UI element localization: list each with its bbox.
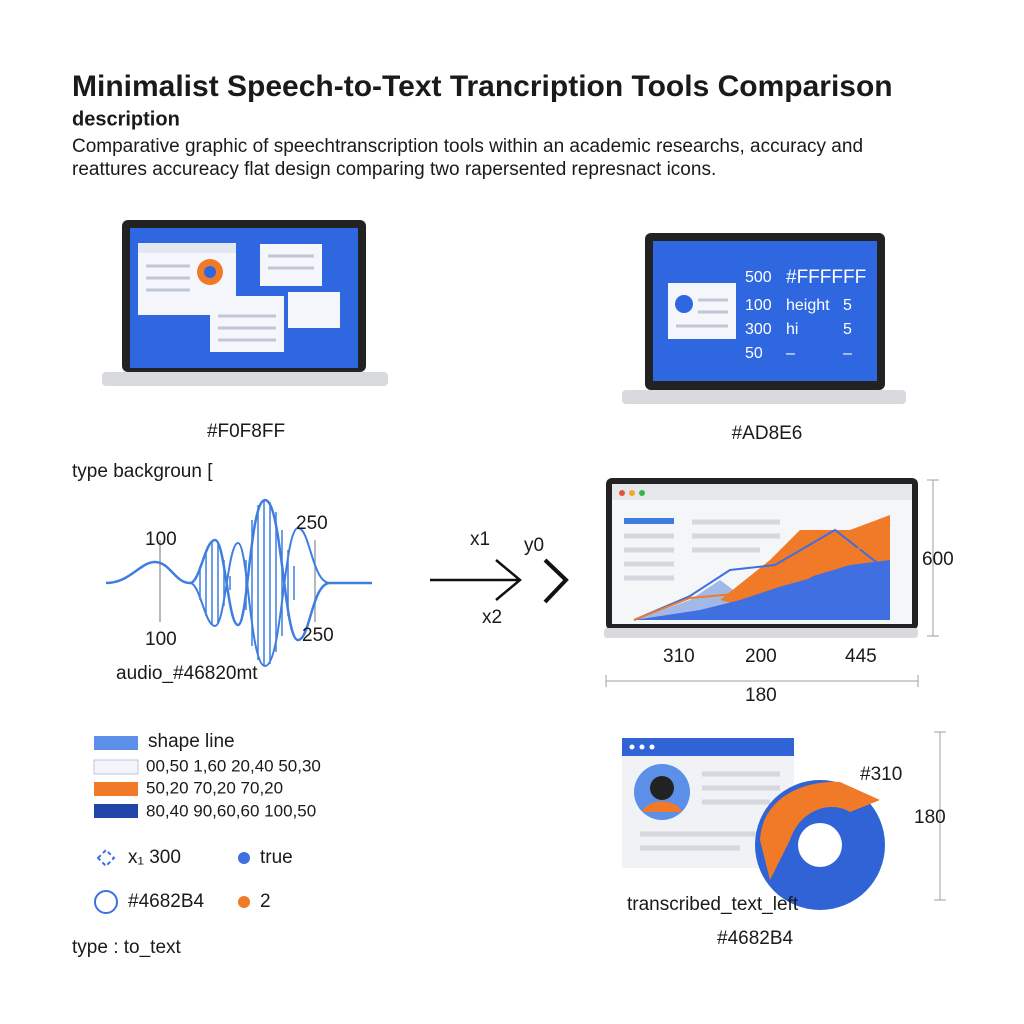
legend-swatches bbox=[93, 736, 139, 818]
laptop-caption: #F0F8FF bbox=[207, 421, 285, 442]
screen-text: 5 bbox=[843, 321, 852, 338]
laptop-caption: #AD8E6 bbox=[732, 423, 803, 444]
section-heading: type backgroun [ bbox=[72, 461, 213, 482]
output-color: #4682B4 bbox=[717, 928, 794, 949]
screen-text: #FFFFFF bbox=[786, 267, 866, 288]
output-caption: transcribed_text_left bbox=[627, 894, 799, 915]
option-label: 2 bbox=[260, 891, 271, 912]
description: reattures accureacy flat design comparin… bbox=[72, 159, 716, 180]
screen-text: – bbox=[843, 345, 852, 362]
option-label: #4682B4 bbox=[128, 891, 205, 912]
arrow-label: y0 bbox=[524, 535, 544, 556]
subtitle: description bbox=[72, 108, 180, 130]
option-label: x₁ 300 bbox=[128, 847, 181, 868]
legend-label: 50,20 70,20 70,20 bbox=[146, 778, 283, 797]
arrow-label: x1 bbox=[470, 529, 490, 550]
arrow-label: x2 bbox=[482, 607, 502, 628]
screen-text: 50 bbox=[745, 345, 763, 362]
dimension-label: 600 bbox=[922, 549, 954, 570]
footer-label: type : to_text bbox=[72, 937, 182, 958]
screen-text: 300 bbox=[745, 321, 772, 338]
legend-label: 00,50 1,60 20,40 50,30 bbox=[146, 756, 321, 775]
wave-label: 250 bbox=[302, 625, 334, 646]
laptop-right bbox=[622, 233, 906, 404]
description: Comparative graphic of speechtranscripti… bbox=[72, 136, 863, 157]
option-label: true bbox=[260, 847, 293, 868]
wave-label: 100 bbox=[145, 629, 177, 650]
arrow bbox=[430, 558, 569, 604]
screen-text: 500 bbox=[745, 269, 772, 286]
legend-label: 80,40 90,60,60 100,50 bbox=[146, 801, 316, 820]
wave-label: 250 bbox=[296, 513, 328, 534]
axis-label: 445 bbox=[845, 646, 877, 667]
screen-text: 100 bbox=[745, 297, 772, 314]
screen-text: height bbox=[786, 297, 830, 314]
laptop-right-table: 500 #FFFFFF 100 height 5 300 hi 5 50 – – bbox=[745, 267, 866, 362]
screen-text: hi bbox=[786, 321, 798, 338]
option-icons bbox=[94, 848, 250, 914]
output-label: #310 bbox=[860, 764, 902, 785]
dimension-label: 180 bbox=[914, 807, 946, 828]
screen-text: 5 bbox=[843, 297, 852, 314]
wave-label: 100 bbox=[145, 529, 177, 550]
waveform bbox=[105, 498, 372, 668]
title: Minimalist Speech-to-Text Trancription T… bbox=[72, 70, 893, 103]
output-window bbox=[622, 731, 946, 910]
screen-text: – bbox=[786, 345, 795, 362]
chart-laptop bbox=[604, 478, 939, 687]
legend-label: shape line bbox=[148, 731, 235, 752]
axis-label: 200 bbox=[745, 646, 777, 667]
laptop-left bbox=[102, 220, 388, 386]
axis-label: 310 bbox=[663, 646, 695, 667]
dimension-label: 180 bbox=[745, 685, 777, 706]
wave-caption: audio_#46820mt bbox=[116, 663, 258, 684]
